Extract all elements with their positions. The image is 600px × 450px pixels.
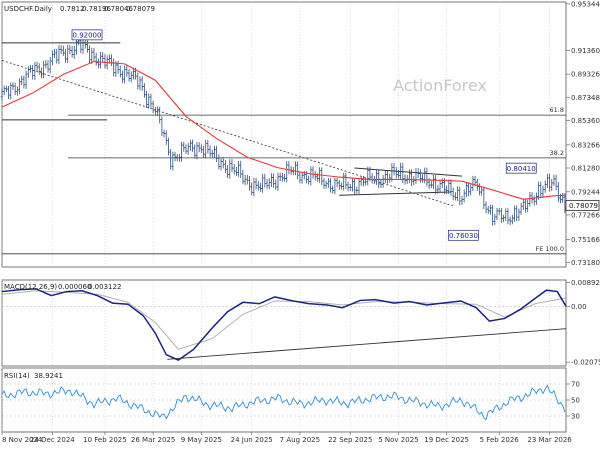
macd-readout-value: 0.000060: [58, 283, 91, 291]
price-panel: 61.8 38.2 FE 100.0 0.92000 0.80410 0.76030 0…: [0, 0, 600, 268]
y-tick-label: 70: [571, 381, 580, 389]
x-tick-label: 9 May 2025: [181, 436, 222, 444]
macd-y-ticks: 0.008923 0.00 -0.020759: [566, 279, 600, 367]
macd-grid: [1, 280, 566, 366]
fib-level-label: 61.8: [550, 106, 564, 114]
rsi-header: RSI(14) 38.9241: [4, 372, 63, 380]
y-tick-label: 30: [571, 413, 580, 421]
annotation-box: [448, 229, 479, 241]
price-header: USDCHF.Daily 0.7812 0.78196 0.78046 0.78…: [4, 5, 155, 13]
x-tick-label: 5 Nov 2025: [378, 436, 418, 444]
price-annotation: 0.76030: [448, 229, 479, 241]
y-tick-label: 0.87348: [571, 94, 600, 102]
price-levels: 61.8 38.2 FE 100.0: [2, 106, 566, 255]
x-tick-label: 24 Jun 2025: [231, 436, 273, 444]
price-annotation: 0.80410: [505, 162, 537, 174]
y-tick-label: 0.79244: [571, 188, 600, 196]
current-price-label: 0.78079: [569, 202, 598, 210]
symbol-label: USDCHF.Daily: [4, 5, 52, 13]
x-tick-label: 26 Mar 2025: [131, 436, 175, 444]
ohlc-close: 0.78079: [126, 5, 155, 13]
ohlc-high: 0.78196: [82, 5, 111, 13]
ohlc-open: 0.7812: [60, 5, 85, 13]
x-tick-label: 5 Feb 2026: [480, 436, 520, 444]
y-tick-label: 0.89326: [571, 71, 600, 79]
y-tick-label: 0.73180: [571, 259, 600, 267]
rsi-label: RSI(14): [4, 372, 30, 380]
rsi-line: [1, 384, 566, 421]
x-tick-label: 23 Mar 2026: [527, 436, 572, 444]
watermark: ActionForex: [393, 76, 487, 95]
trendline-tri-lower: [339, 191, 452, 196]
macd-line: [1, 288, 567, 361]
y-tick-label: 0.008923: [571, 279, 600, 287]
y-tick-label: 0.77266: [571, 211, 600, 219]
y-tick-label: 0.85360: [571, 117, 600, 125]
y-tick-label: 0.75166: [571, 236, 600, 244]
y-tick-label: 0.00: [571, 303, 587, 311]
price-annotations: 0.92000 0.80410 0.76030: [71, 29, 537, 241]
y-tick-label: 0.83266: [571, 141, 600, 149]
x-tick-label: 19 Dec 2025: [424, 436, 469, 444]
price-grid: [1, 2, 550, 267]
x-tick-label: 10 Feb 2025: [83, 436, 127, 444]
ohlc-low: 0.78046: [104, 5, 133, 13]
fib-level-label: FE 100.0: [535, 245, 564, 253]
current-price-box: [565, 199, 600, 211]
annotation-box: [505, 162, 537, 174]
y-tick-label: 0.91360: [571, 47, 600, 55]
y-tick-label: -0.020759: [571, 359, 600, 367]
trendline-macd-support: [167, 328, 567, 360]
price-y-ticks: 0.95344 0.91360 0.89326 0.87348 0.85360 0.832…: [566, 0, 600, 267]
price-bars: [0, 36, 567, 226]
annotation-label: 0.76030: [449, 232, 478, 240]
y-tick-label: 50: [571, 397, 580, 405]
rsi-panel: 70 50 30 RSI(14) 38.9241: [1, 367, 580, 433]
annotation-label: 0.92000: [73, 32, 102, 40]
macd-panel: 0.008923 0.00 -0.020759 MACD(12,26,9) 0.00…: [1, 279, 600, 367]
rsi-series: [1, 384, 566, 421]
macd-readout-signal: 0.003122: [88, 283, 121, 291]
macd-trendlines: [167, 328, 567, 360]
macd-label: MACD(12,26,9): [4, 283, 57, 291]
rsi-readout: 38.9241: [34, 372, 63, 380]
x-tick-label: 7 Aug 2025: [280, 436, 320, 444]
fib-level-label: 38.2: [550, 149, 564, 157]
price-series: [1, 60, 567, 200]
y-tick-label: 0.81280: [571, 165, 600, 173]
price-annotation: 0.92000: [71, 29, 103, 41]
trendline-tri-upper: [354, 167, 462, 177]
macd-series: [1, 288, 567, 361]
y-tick-label: 0.95344: [571, 0, 600, 8]
x-tick-label: 24 Dec 2024: [30, 436, 75, 444]
annotation-box: [71, 29, 103, 41]
price-current-label: 0.78079: [565, 199, 600, 211]
x-tick-label: 8 Nov 2024: [2, 436, 43, 444]
annotation-label: 0.80410: [507, 165, 536, 173]
x-tick-label: 22 Sep 2025: [328, 436, 372, 444]
macd-header: MACD(12,26,9) 0.000060 0.003122: [4, 283, 121, 291]
macd-signal-line: [1, 290, 567, 350]
rsi-y-ticks: 70 50 30: [566, 381, 580, 421]
moving-average-line: [1, 60, 567, 200]
